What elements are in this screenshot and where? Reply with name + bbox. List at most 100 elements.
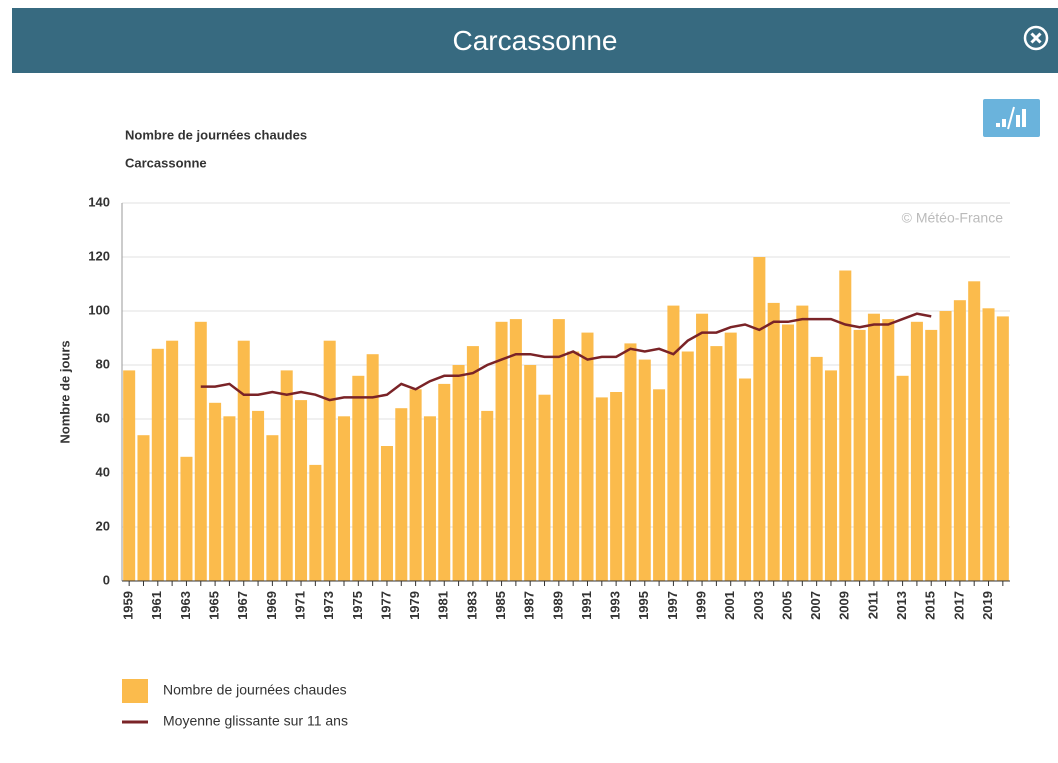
bar [624,343,637,581]
header: Carcassonne [12,8,1058,73]
bar [853,329,866,581]
bar [481,410,494,581]
bar [824,370,837,581]
y-tick-label: 0 [103,572,110,587]
credit: © Météo-France [902,210,1004,226]
x-tick-label: 1971 [292,591,307,620]
x-tick-label: 2015 [923,591,938,620]
x-tick-label: 1975 [350,591,365,620]
bar [337,416,351,581]
bar [839,270,852,581]
bar [409,389,422,581]
x-tick-label: 2001 [722,591,737,620]
x-tick-label: 1977 [378,591,393,620]
bar [309,464,322,581]
bar [280,370,293,581]
x-tick-label: 2019 [980,591,995,620]
bar [610,392,623,581]
bar [495,321,508,581]
bar [781,324,795,581]
bar [524,365,537,581]
x-tick-label: 1999 [694,591,709,620]
x-tick-label: 1985 [493,591,508,620]
x-tick-label: 2007 [808,591,823,620]
close-button[interactable] [1022,24,1050,52]
bar [180,456,193,581]
y-tick-label: 120 [88,248,110,263]
bar [423,416,436,581]
y-tick-label: 80 [96,356,110,371]
bar [567,351,580,581]
bar [910,321,923,581]
bar [194,321,207,581]
bar [896,375,909,581]
legend-label: Nombre de journées chaudes [163,682,347,698]
bar [380,446,393,581]
bar [681,351,694,581]
moving-average-line [200,312,932,402]
bar [939,311,952,581]
bar [209,402,222,581]
x-tick-label: 2013 [894,591,909,620]
bar [739,378,752,581]
bar [982,308,995,581]
chart-toggle[interactable] [983,99,1040,137]
x-tick-label: 2017 [951,591,966,620]
bar [710,346,723,581]
bar [295,400,308,581]
x-tick-label: 1973 [321,591,336,620]
bar [696,313,709,581]
y-axis-label: Nombre de jours [57,340,72,443]
bar [266,435,279,581]
bar [509,319,522,581]
x-tick-label: 1959 [121,591,136,620]
x-tick-label: 1981 [436,591,451,620]
bar [581,332,594,581]
bar [252,410,265,581]
chart-title: Nombre de journées chaudes [125,127,307,142]
x-tick-label: 1991 [579,591,594,620]
y-tick-label: 140 [88,194,110,209]
x-tick-label: 1997 [665,591,680,620]
x-tick-label: 2009 [837,591,852,620]
bar [352,375,365,581]
x-tick-label: 1963 [178,591,193,620]
x-tick-label: 1969 [264,591,279,620]
bar [123,370,136,581]
bar [653,389,666,581]
x-tick-label: 1987 [522,591,537,620]
x-tick-label: 1995 [636,591,651,620]
bar [595,397,608,581]
bar [323,340,336,581]
bar [438,383,451,581]
header-title: Carcassonne [452,24,618,56]
bar [968,281,981,581]
x-tick-label: 1993 [608,591,623,620]
bar [466,346,479,581]
bar [223,416,236,581]
y-tick-label: 100 [88,302,110,317]
bar [237,340,250,581]
bar [538,394,551,581]
bar [753,257,766,581]
bar [810,356,823,581]
bar [638,359,651,581]
bar [137,435,150,581]
bar [166,340,179,581]
x-tick-label: 2005 [779,591,794,620]
y-tick-label: 40 [96,464,110,479]
bar [552,319,565,581]
bar [724,332,737,581]
x-tick-label: 2003 [751,591,766,620]
bar [395,408,408,581]
x-tick-label: 1965 [207,591,222,620]
bar [925,329,938,581]
x-tick-label: 1989 [550,591,565,620]
legend-label: Moyenne glissante sur 11 ans [163,713,348,729]
bar [667,305,680,581]
legend-swatch [122,679,148,703]
bar [882,319,895,581]
x-tick-label: 1967 [235,591,250,620]
